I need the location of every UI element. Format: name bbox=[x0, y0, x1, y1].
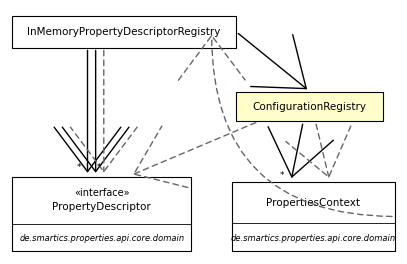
FancyArrowPatch shape bbox=[238, 34, 306, 89]
Text: PropertyDescriptor: PropertyDescriptor bbox=[53, 202, 151, 212]
Text: InMemoryPropertyDescriptorRegistry: InMemoryPropertyDescriptorRegistry bbox=[27, 27, 221, 37]
FancyBboxPatch shape bbox=[232, 182, 395, 251]
FancyArrowPatch shape bbox=[62, 50, 129, 172]
Text: *: * bbox=[280, 171, 284, 180]
FancyBboxPatch shape bbox=[12, 177, 191, 251]
FancyArrowPatch shape bbox=[178, 36, 392, 216]
FancyArrowPatch shape bbox=[54, 50, 121, 172]
Text: ConfigurationRegistry: ConfigurationRegistry bbox=[252, 102, 366, 112]
Text: de.smartics.properties.api.core.domain: de.smartics.properties.api.core.domain bbox=[231, 234, 396, 243]
Text: «interface»: «interface» bbox=[74, 188, 129, 198]
FancyArrowPatch shape bbox=[70, 50, 137, 172]
FancyArrowPatch shape bbox=[268, 124, 333, 177]
Text: *: * bbox=[76, 163, 81, 172]
FancyBboxPatch shape bbox=[12, 16, 236, 48]
Text: PropertiesContext: PropertiesContext bbox=[267, 198, 360, 208]
FancyArrowPatch shape bbox=[134, 122, 256, 187]
Text: de.smartics.properties.api.core.domain: de.smartics.properties.api.core.domain bbox=[19, 234, 184, 243]
Text: *: * bbox=[96, 163, 101, 172]
FancyArrowPatch shape bbox=[286, 124, 351, 177]
FancyBboxPatch shape bbox=[236, 92, 383, 121]
